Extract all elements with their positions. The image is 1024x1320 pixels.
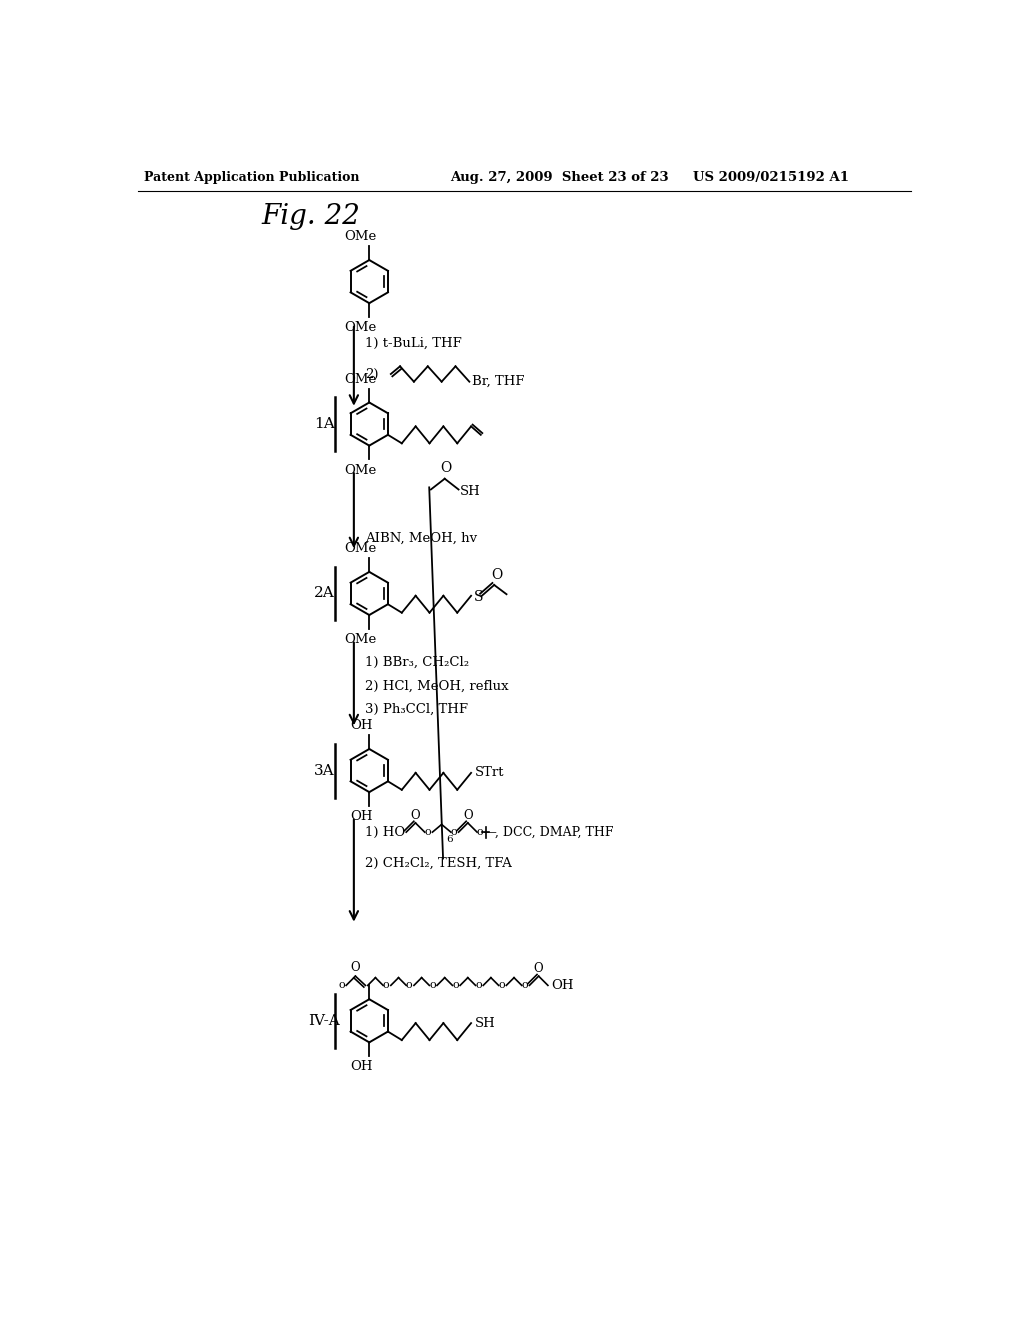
Text: 1A: 1A xyxy=(313,417,335,432)
Text: OMe: OMe xyxy=(344,231,376,243)
Text: 1) BBr₃, CH₂Cl₂: 1) BBr₃, CH₂Cl₂ xyxy=(366,656,470,669)
Text: Aug. 27, 2009  Sheet 23 of 23: Aug. 27, 2009 Sheet 23 of 23 xyxy=(451,172,669,185)
Text: , DCC, DMAP, THF: , DCC, DMAP, THF xyxy=(495,825,613,838)
Text: 1) HO: 1) HO xyxy=(366,825,406,838)
Text: OH: OH xyxy=(551,979,573,991)
Text: 2): 2) xyxy=(366,367,379,380)
Text: OMe: OMe xyxy=(344,543,376,556)
Text: OH: OH xyxy=(350,810,373,824)
Text: S: S xyxy=(473,590,483,603)
Text: AIBN, MeOH, hv: AIBN, MeOH, hv xyxy=(366,532,477,545)
Text: 1) t-BuLi, THF: 1) t-BuLi, THF xyxy=(366,337,462,350)
Text: 2) HCl, MeOH, reflux: 2) HCl, MeOH, reflux xyxy=(366,680,509,693)
Text: o: o xyxy=(453,981,459,990)
Text: o: o xyxy=(475,981,482,990)
Text: OMe: OMe xyxy=(344,463,376,477)
Text: o: o xyxy=(339,981,346,990)
Text: IV-A: IV-A xyxy=(307,1014,339,1028)
Text: OMe: OMe xyxy=(344,634,376,647)
Text: STrt: STrt xyxy=(475,767,505,779)
Text: o: o xyxy=(451,828,458,837)
Text: O: O xyxy=(534,962,544,975)
Text: OH: OH xyxy=(350,719,373,733)
Text: Fig. 22: Fig. 22 xyxy=(261,203,360,230)
Text: 6: 6 xyxy=(446,836,453,845)
Text: O: O xyxy=(411,809,420,822)
Text: 2) CH₂Cl₂, TESH, TFA: 2) CH₂Cl₂, TESH, TFA xyxy=(366,857,512,870)
Text: o: o xyxy=(499,981,505,990)
Text: O: O xyxy=(463,809,473,822)
Text: o: o xyxy=(521,981,528,990)
Text: o: o xyxy=(477,828,483,837)
Text: SH: SH xyxy=(475,1016,496,1030)
Text: Br, THF: Br, THF xyxy=(472,375,524,388)
Text: —: — xyxy=(482,825,497,840)
Text: OMe: OMe xyxy=(344,321,376,334)
Text: OH: OH xyxy=(350,1060,373,1073)
Text: O: O xyxy=(440,461,452,475)
Text: SH: SH xyxy=(460,484,481,498)
Text: O: O xyxy=(492,568,503,582)
Text: 2A: 2A xyxy=(313,586,335,601)
Text: o: o xyxy=(429,981,436,990)
Text: O: O xyxy=(350,961,360,974)
Text: Patent Application Publication: Patent Application Publication xyxy=(144,172,359,185)
Text: US 2009/0215192 A1: US 2009/0215192 A1 xyxy=(692,172,849,185)
Text: 3A: 3A xyxy=(313,763,335,777)
Text: o: o xyxy=(425,828,431,837)
Text: OMe: OMe xyxy=(344,372,376,385)
Text: o: o xyxy=(406,981,413,990)
Text: o: o xyxy=(383,981,389,990)
Text: 3) Ph₃CCl, THF: 3) Ph₃CCl, THF xyxy=(366,702,468,715)
